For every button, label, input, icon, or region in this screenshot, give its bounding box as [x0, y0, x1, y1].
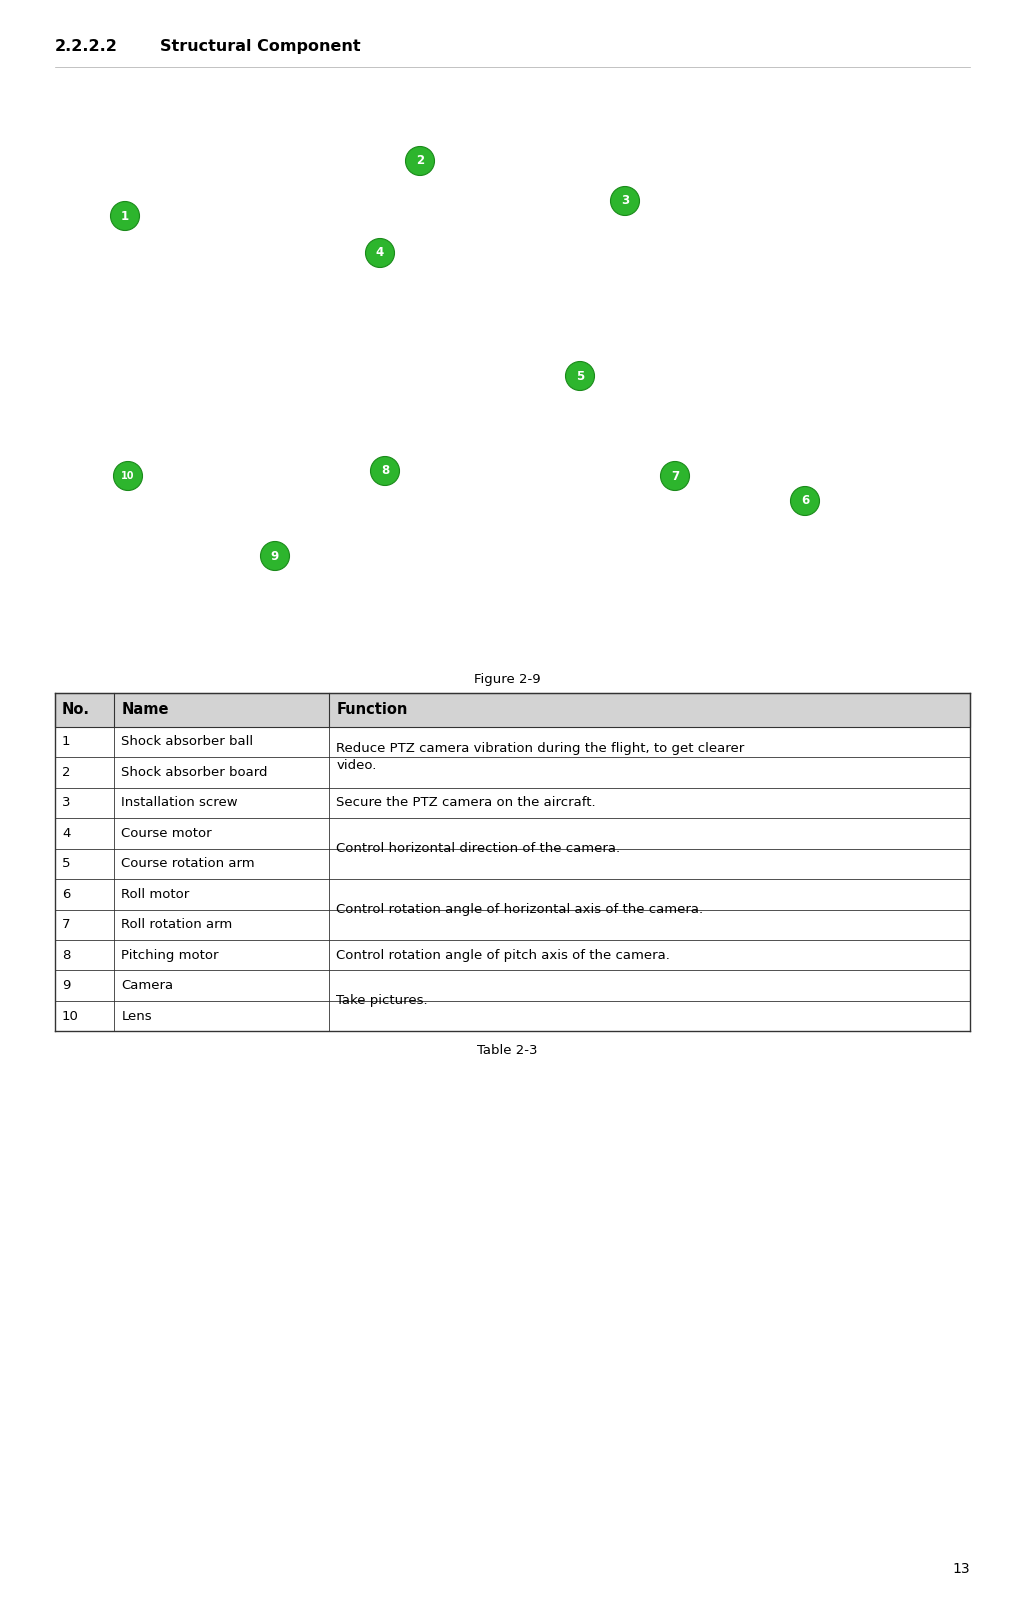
Circle shape	[610, 187, 639, 216]
Text: Roll motor: Roll motor	[122, 888, 190, 901]
Bar	[55, 788, 970, 818]
Text: 2.2.2.2: 2.2.2.2	[55, 39, 118, 55]
Text: 4: 4	[62, 826, 70, 839]
Bar	[55, 939, 970, 970]
Text: 13: 13	[952, 1563, 970, 1576]
Text: Lens: Lens	[122, 1010, 152, 1023]
Text: Installation screw: Installation screw	[122, 796, 239, 809]
Circle shape	[791, 487, 819, 516]
Text: Shock absorber ball: Shock absorber ball	[122, 735, 254, 748]
Text: Secure the PTZ camera on the aircraft.: Secure the PTZ camera on the aircraft.	[337, 796, 596, 809]
Text: 3: 3	[62, 796, 70, 809]
Text: 8: 8	[62, 949, 70, 962]
Bar	[55, 693, 970, 727]
Text: Control horizontal direction of the camera.: Control horizontal direction of the came…	[337, 843, 620, 855]
Circle shape	[406, 147, 434, 176]
Text: 8: 8	[381, 464, 389, 477]
Circle shape	[661, 461, 689, 490]
Text: Shock absorber board: Shock absorber board	[122, 765, 268, 778]
Text: 7: 7	[671, 469, 679, 483]
Text: 6: 6	[801, 495, 809, 507]
Text: Pitching motor: Pitching motor	[122, 949, 219, 962]
Circle shape	[365, 238, 395, 267]
Text: Camera: Camera	[122, 979, 174, 992]
Text: 2: 2	[62, 765, 70, 778]
Text: No.: No.	[62, 702, 90, 717]
Bar	[55, 849, 970, 880]
Text: 4: 4	[376, 246, 384, 259]
Bar	[55, 910, 970, 939]
Circle shape	[370, 456, 400, 485]
Bar	[55, 69, 970, 656]
Text: Function: Function	[337, 702, 408, 717]
Text: 3: 3	[621, 195, 629, 208]
Bar	[55, 727, 970, 757]
Circle shape	[565, 361, 595, 390]
Circle shape	[114, 461, 142, 490]
Text: Figure 2-9: Figure 2-9	[474, 673, 541, 686]
Text: 7: 7	[62, 918, 70, 931]
Text: Course rotation arm: Course rotation arm	[122, 857, 255, 870]
Text: Reduce PTZ camera vibration during the flight, to get clearer
video.: Reduce PTZ camera vibration during the f…	[337, 743, 745, 772]
Text: 6: 6	[62, 888, 70, 901]
Text: 1: 1	[62, 735, 70, 748]
Text: 2: 2	[416, 155, 424, 168]
Bar	[55, 1000, 970, 1031]
Text: Course motor: Course motor	[122, 826, 212, 839]
Circle shape	[111, 201, 139, 230]
Bar	[55, 880, 970, 910]
Text: 5: 5	[576, 369, 584, 382]
Text: Table 2-3: Table 2-3	[477, 1044, 538, 1057]
Text: Roll rotation arm: Roll rotation arm	[122, 918, 232, 931]
Text: 5: 5	[62, 857, 70, 870]
Text: 10: 10	[121, 470, 135, 482]
Bar	[55, 818, 970, 849]
Bar	[55, 757, 970, 788]
Text: 9: 9	[271, 549, 279, 562]
Text: 9: 9	[62, 979, 70, 992]
Text: Control rotation angle of pitch axis of the camera.: Control rotation angle of pitch axis of …	[337, 949, 670, 962]
Text: 1: 1	[121, 209, 129, 222]
Circle shape	[261, 541, 289, 570]
Bar	[55, 970, 970, 1000]
Text: 10: 10	[62, 1010, 79, 1023]
Text: Take pictures.: Take pictures.	[337, 994, 428, 1007]
Text: Name: Name	[122, 702, 168, 717]
Text: Structural Component: Structural Component	[160, 39, 360, 55]
Text: Control rotation angle of horizontal axis of the camera.: Control rotation angle of horizontal axi…	[337, 904, 703, 917]
